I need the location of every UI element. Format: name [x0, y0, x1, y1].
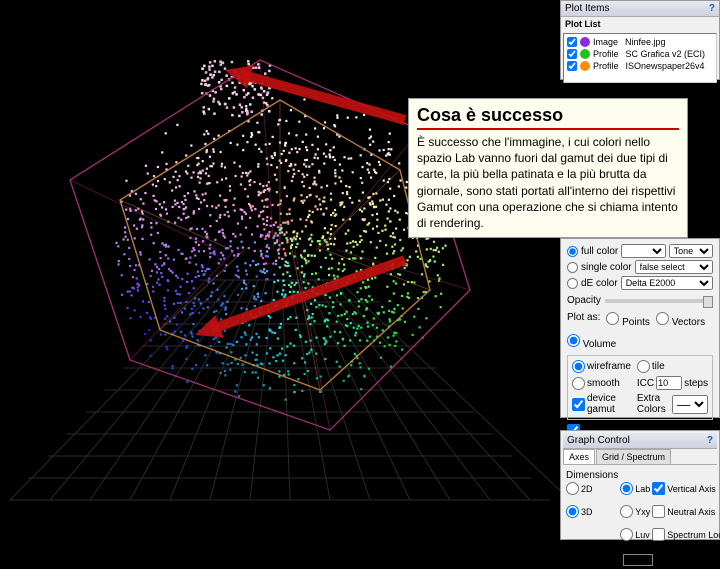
plotas-label: Plot as: — [567, 312, 600, 328]
graph-control-panel: Graph Control ? AxesGrid / Spectrum Dime… — [560, 430, 720, 540]
axis-Yxy[interactable]: Yxy — [620, 505, 650, 518]
plot-list-header: Plot List — [561, 17, 719, 31]
full-color-radio[interactable] — [567, 246, 578, 257]
plot-row-type: Image — [593, 37, 618, 47]
dE-color-label: dE color — [581, 278, 618, 289]
help-icon[interactable]: ? — [709, 3, 715, 14]
opacity-label: Opacity — [567, 295, 601, 306]
opt-vertical axis[interactable]: Vertical Axis — [652, 482, 720, 495]
single-color-radio[interactable] — [567, 262, 578, 273]
plotas-points[interactable]: Points — [606, 312, 650, 328]
shape-wireframe[interactable]: wireframe — [572, 360, 633, 373]
steps-input[interactable] — [656, 376, 682, 390]
plot-row-checkbox[interactable] — [567, 61, 577, 71]
plot-row-checkbox[interactable] — [567, 37, 577, 47]
shape-smooth[interactable]: smooth — [572, 374, 633, 392]
plot-row-type: Profile — [593, 49, 619, 59]
plot-row-color-icon — [580, 37, 590, 47]
tab-axes[interactable]: Axes — [563, 449, 595, 464]
plot-control-panel: full color Tone curve single colorfalse se… — [560, 238, 720, 418]
annotation-callout: Cosa è successo È successo che l'immagin… — [408, 98, 688, 238]
single-color-select[interactable]: false select — [635, 260, 713, 274]
plot-list-row[interactable]: Profile ISOnewspaper26v4 — [566, 60, 714, 72]
background-label: Background — [566, 555, 619, 566]
tab-grid-spectrum[interactable]: Grid / Spectrum — [596, 449, 671, 464]
annotation-body: È successo che l'immagine, i cui colori … — [417, 134, 679, 231]
icc-steps: ICCsteps — [637, 376, 708, 390]
full-color-select2[interactable]: Tone curve — [669, 244, 713, 258]
plot-items-panel: Plot Items ? Plot List Image Ninfee.jpg … — [560, 0, 720, 80]
plot-row-name: ISOnewspaper26v4 — [626, 61, 705, 71]
annotation-title: Cosa è successo — [417, 105, 679, 130]
single-color-label: single color — [581, 262, 632, 273]
background-swatch[interactable] — [623, 554, 653, 566]
plot-row-type: Profile — [593, 61, 619, 71]
axis-Luv[interactable]: Luv — [620, 528, 650, 541]
dE-color-radio[interactable] — [567, 278, 578, 289]
axis-Lab[interactable]: Lab — [620, 482, 650, 495]
plot-list: Image Ninfee.jpg Profile SC Grafica v2 (… — [563, 33, 717, 83]
opt-spectrum locus[interactable]: Spectrum Locus — [652, 528, 720, 541]
graph-control-title: Graph Control ? — [563, 433, 717, 449]
plot-row-color-icon — [580, 61, 590, 71]
plot-list-row[interactable]: Profile SC Grafica v2 (ECI) — [566, 48, 714, 60]
dim-2D[interactable]: 2D — [566, 482, 618, 495]
full-color-select[interactable] — [621, 244, 665, 258]
color-pointcloud — [115, 60, 446, 401]
help-icon[interactable]: ? — [707, 435, 713, 446]
device-gamut[interactable]: device gamut — [572, 393, 633, 415]
plot-list-row[interactable]: Image Ninfee.jpg — [566, 36, 714, 48]
plot-items-title: Plot Items ? — [561, 1, 719, 17]
dim-label: Dimensions — [566, 470, 618, 481]
dim-3D[interactable]: 3D — [566, 505, 618, 518]
opacity-slider[interactable] — [605, 299, 713, 303]
shape-tile[interactable]: tile — [637, 360, 708, 373]
annotation-arrows — [195, 65, 405, 337]
opt-neutral axis[interactable]: Neutral Axis — [652, 505, 720, 518]
plotas-volume[interactable]: Volume — [567, 334, 616, 350]
plot-row-name: Ninfee.jpg — [625, 37, 666, 47]
plot-row-checkbox[interactable] — [567, 49, 577, 59]
extra-colors[interactable]: Extra Colors — — [637, 393, 708, 415]
graph-control-tabs: AxesGrid / Spectrum — [563, 449, 717, 465]
plot-row-name: SC Grafica v2 (ECI) — [626, 49, 706, 59]
full-color-label: full color — [581, 246, 618, 257]
dE-color-select[interactable]: Delta E2000 — [621, 276, 713, 290]
plot-row-color-icon — [580, 49, 590, 59]
grid-floor — [10, 280, 560, 500]
gamut-3d-view[interactable] — [0, 0, 560, 540]
plotas-vectors[interactable]: Vectors — [656, 312, 705, 328]
